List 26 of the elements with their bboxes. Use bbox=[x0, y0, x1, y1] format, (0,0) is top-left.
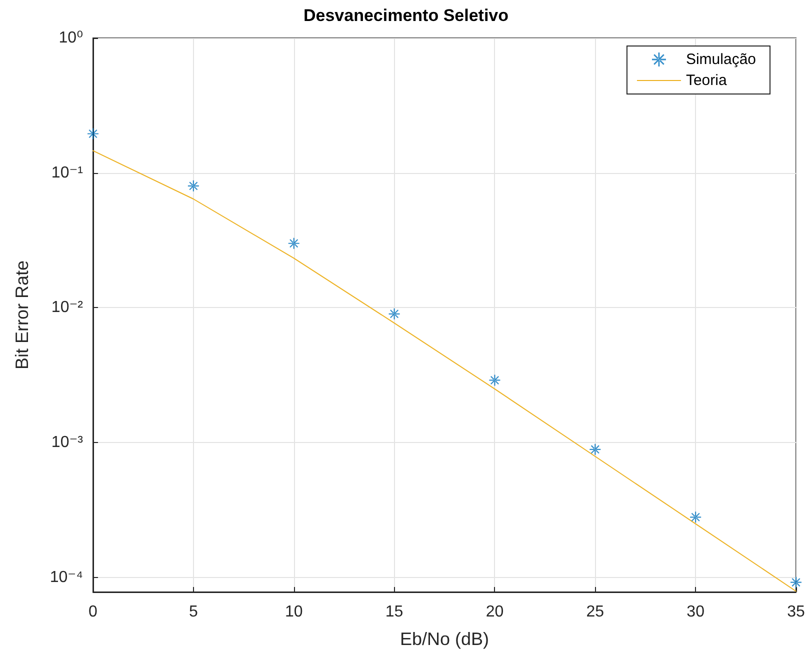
point bbox=[489, 374, 500, 386]
x-tick-label: 30 bbox=[686, 604, 705, 620]
x-axis-title: Eb/No (dB) bbox=[400, 629, 490, 649]
y-tick-label: 10⁻³ bbox=[51, 434, 84, 452]
x-tick-label: 10 bbox=[284, 604, 303, 620]
point bbox=[690, 512, 702, 523]
x-tick-label: 25 bbox=[586, 604, 604, 620]
point bbox=[590, 444, 601, 455]
y-axis-title: Bit Error Rate bbox=[12, 260, 32, 370]
point bbox=[288, 238, 300, 249]
x-tick-label: 0 bbox=[88, 604, 98, 620]
x-tick-label: 5 bbox=[188, 604, 198, 620]
legend-label: Teoria bbox=[686, 72, 728, 89]
legend-label: Simulação bbox=[686, 51, 756, 68]
y-tick-label: 10⁰ bbox=[58, 30, 83, 46]
y-tick-label: 10⁻⁴ bbox=[50, 568, 84, 586]
y-tick-label: 10⁻² bbox=[51, 299, 84, 316]
chart-title: Desvanecimento Seletivo bbox=[303, 6, 509, 25]
point bbox=[188, 180, 199, 192]
point bbox=[388, 308, 400, 320]
x-tick-label: 35 bbox=[787, 604, 805, 620]
point bbox=[790, 576, 802, 588]
point bbox=[88, 128, 98, 140]
x-tick-label: 15 bbox=[385, 604, 404, 620]
y-tick-label: 10⁻¹ bbox=[51, 164, 83, 182]
x-tick-label: 20 bbox=[486, 604, 504, 620]
